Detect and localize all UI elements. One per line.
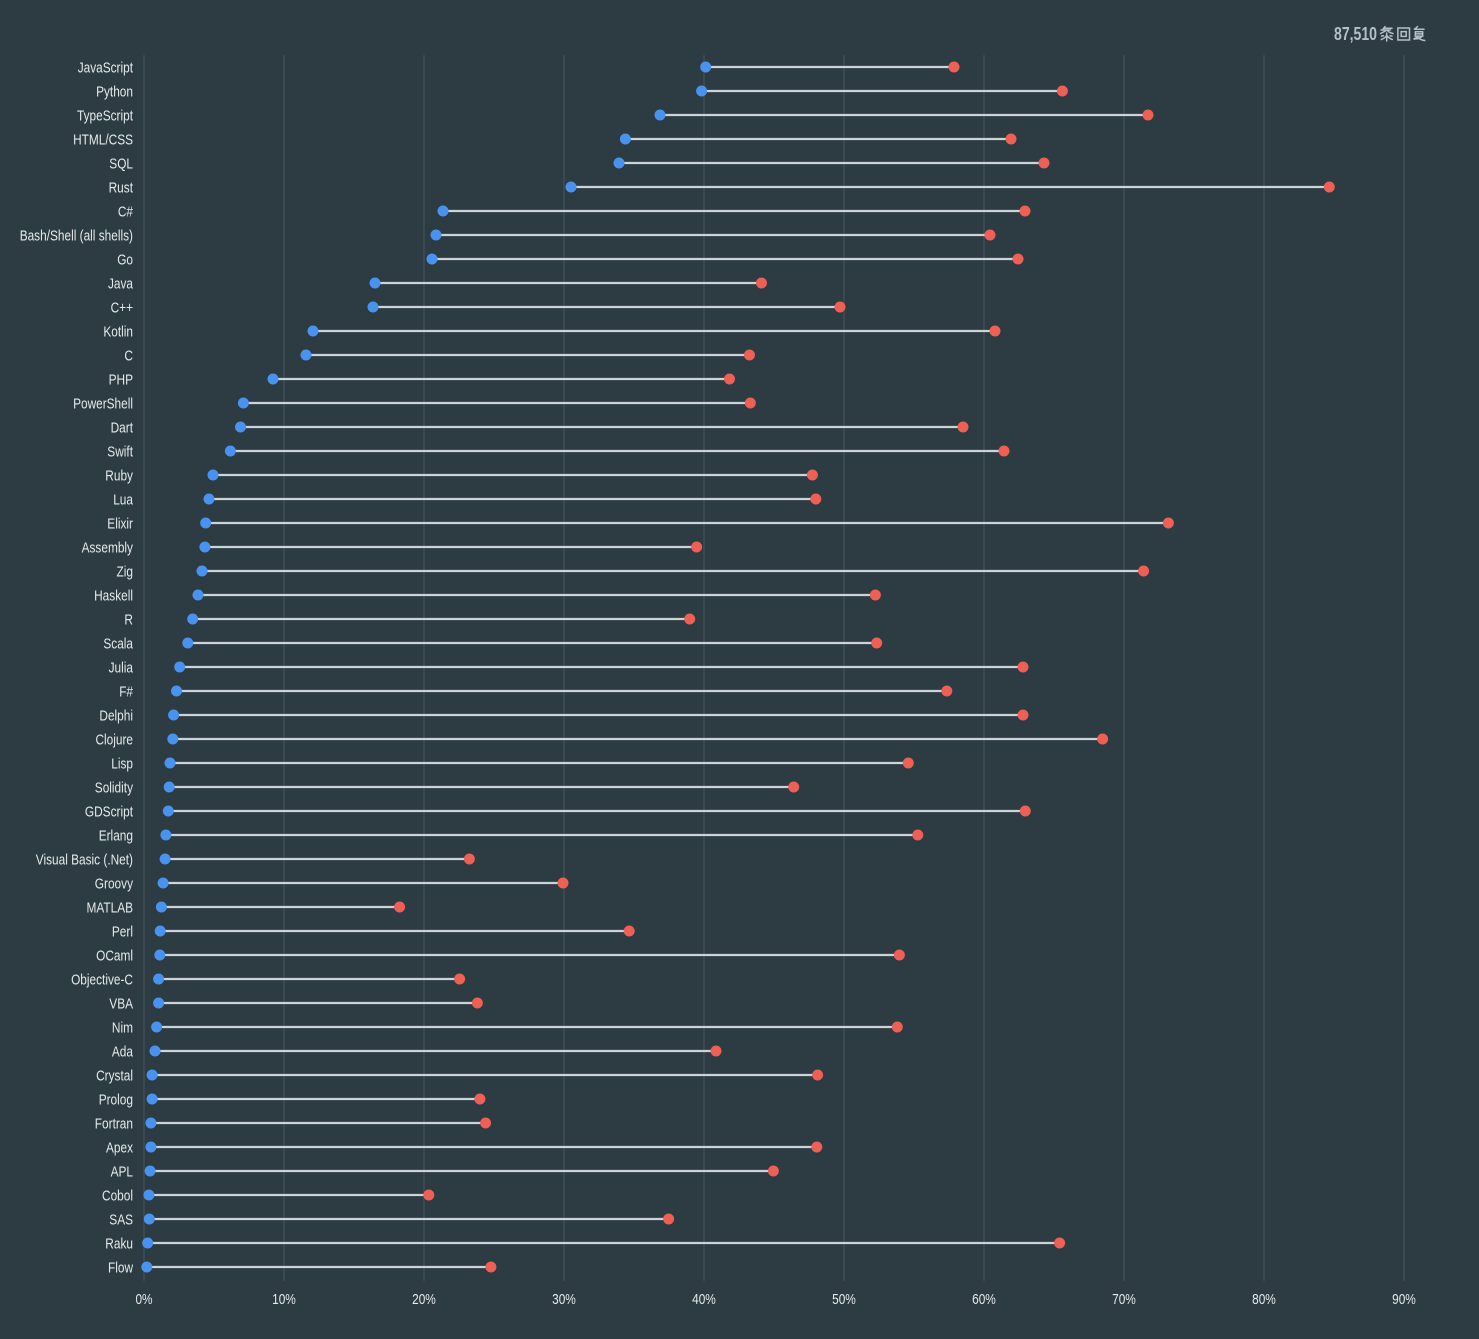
svg-text:Swift: Swift: [107, 443, 133, 460]
svg-text:Julia: Julia: [109, 659, 134, 676]
svg-text:HTML/CSS: HTML/CSS: [73, 131, 133, 148]
svg-text:Scala: Scala: [103, 635, 133, 652]
svg-text:50%: 50%: [832, 1291, 856, 1308]
svg-text:Raku: Raku: [105, 1235, 133, 1252]
svg-text:Go: Go: [117, 251, 133, 268]
svg-text:F#: F#: [119, 683, 133, 700]
svg-text:PHP: PHP: [109, 371, 133, 388]
svg-text:SQL: SQL: [109, 155, 133, 172]
svg-text:Java: Java: [108, 275, 134, 292]
svg-text:GDScript: GDScript: [85, 803, 134, 820]
svg-text:80%: 80%: [1252, 1291, 1276, 1308]
svg-text:Haskell: Haskell: [94, 587, 133, 604]
svg-text:Objective-C: Objective-C: [71, 971, 133, 988]
svg-text:Fortran: Fortran: [95, 1115, 133, 1132]
svg-text:70%: 70%: [1112, 1291, 1136, 1308]
svg-text:TypeScript: TypeScript: [77, 107, 134, 124]
svg-text:Assembly: Assembly: [82, 539, 134, 556]
svg-text:Flow: Flow: [108, 1259, 133, 1276]
svg-text:VBA: VBA: [109, 995, 133, 1012]
svg-text:MATLAB: MATLAB: [87, 899, 134, 916]
svg-text:C: C: [124, 347, 133, 364]
svg-text:OCaml: OCaml: [96, 947, 133, 964]
svg-text:60%: 60%: [972, 1291, 996, 1308]
svg-text:87,510: 87,510: [1334, 24, 1377, 44]
svg-text:Zig: Zig: [117, 563, 134, 580]
svg-text:Cobol: Cobol: [102, 1187, 133, 1204]
svg-text:C#: C#: [118, 203, 134, 220]
svg-text:Bash/Shell (all shells): Bash/Shell (all shells): [20, 227, 133, 244]
svg-text:90%: 90%: [1392, 1291, 1416, 1308]
svg-text:SAS: SAS: [109, 1211, 133, 1228]
svg-text:PowerShell: PowerShell: [73, 395, 133, 412]
svg-text:Lisp: Lisp: [111, 755, 133, 772]
svg-text:C++: C++: [111, 299, 134, 316]
svg-text:20%: 20%: [412, 1291, 436, 1308]
svg-text:Rust: Rust: [109, 179, 134, 196]
svg-text:Prolog: Prolog: [99, 1091, 133, 1108]
svg-text:R: R: [124, 611, 133, 628]
svg-text:Groovy: Groovy: [95, 875, 134, 892]
svg-text:0%: 0%: [135, 1291, 152, 1308]
svg-text:Perl: Perl: [112, 923, 133, 940]
svg-text:Kotlin: Kotlin: [103, 323, 133, 340]
svg-text:APL: APL: [111, 1163, 133, 1180]
svg-text:Ruby: Ruby: [105, 467, 133, 484]
svg-text:Visual Basic (.Net): Visual Basic (.Net): [36, 851, 133, 868]
svg-text:Ada: Ada: [112, 1043, 134, 1060]
svg-text:Lua: Lua: [113, 491, 133, 508]
svg-text:JavaScript: JavaScript: [78, 59, 134, 76]
svg-text:40%: 40%: [692, 1291, 716, 1308]
svg-text:Crystal: Crystal: [96, 1067, 133, 1084]
svg-text:Dart: Dart: [111, 419, 134, 436]
svg-text:Apex: Apex: [106, 1139, 133, 1156]
svg-text:10%: 10%: [272, 1291, 296, 1308]
svg-text:Erlang: Erlang: [99, 827, 133, 844]
svg-text:Solidity: Solidity: [95, 779, 134, 796]
svg-text:Elixir: Elixir: [107, 515, 133, 532]
svg-text:Delphi: Delphi: [99, 707, 133, 724]
svg-text:Clojure: Clojure: [96, 731, 134, 748]
svg-text:Nim: Nim: [112, 1019, 133, 1036]
svg-text:Python: Python: [96, 83, 133, 100]
svg-text:30%: 30%: [552, 1291, 576, 1308]
